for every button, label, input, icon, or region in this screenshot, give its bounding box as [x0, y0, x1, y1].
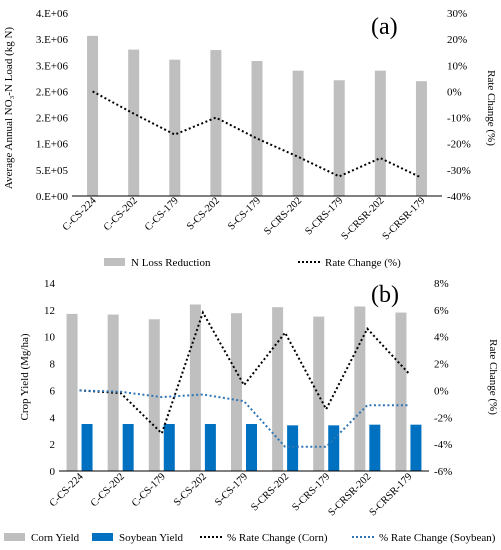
- legend-swatch: [4, 533, 25, 541]
- y-tick-label: 3.E+06: [36, 60, 69, 72]
- panel-label-a: (a): [371, 14, 398, 40]
- x-tick-label: S-CRS-202: [262, 195, 304, 237]
- x-tick-label: S-CRS-202: [249, 471, 291, 513]
- y2-tick-label: 0%: [434, 385, 449, 397]
- bar-n-loss-reduction: [292, 70, 304, 196]
- x-tick-label: S-CRSR-202: [339, 195, 386, 242]
- x-tick-label: S-CRS-179: [303, 195, 345, 237]
- legend-label: Soybean Yield: [119, 532, 184, 544]
- y2-tick-label: -4%: [434, 439, 452, 451]
- bar-corn-yield: [272, 307, 284, 471]
- y-tick-label: 0: [50, 466, 56, 478]
- y-tick-label: 4: [50, 412, 56, 424]
- bar-soybean-yield: [328, 425, 340, 471]
- chart-panel-a: (a) Average Annual NO₃-N Load (kg N) Rat…: [3, 8, 497, 269]
- x-tick-label: S-CRSR-179: [368, 471, 415, 518]
- x-tick-label: C-CS-202: [102, 195, 140, 233]
- y2-tick-label: 4%: [434, 332, 449, 344]
- bar-soybean-yield: [122, 424, 134, 471]
- legend-label: N Loss Reduction: [131, 257, 211, 269]
- chart-panel-b: (b) Crop Yield (Mg/ha) Rate Change (%) 0…: [4, 278, 499, 544]
- x-tick-label: C-CS-179: [143, 195, 181, 233]
- bar-n-loss-reduction: [128, 49, 140, 196]
- legend-label: % Rate Change (Corn): [227, 532, 328, 544]
- y2-tick-label: 8%: [434, 278, 449, 290]
- y-axis-label-left-a: Average Annual NO₃-N Load (kg N): [3, 27, 15, 190]
- y-axis-label-right-b: Rate Change (%): [487, 339, 499, 415]
- y-tick-label: 3.E+06: [36, 34, 69, 46]
- bar-soybean-yield: [287, 425, 299, 471]
- y2-tick-label: -10%: [447, 113, 471, 125]
- bar-soybean-yield: [163, 424, 175, 471]
- y-tick-label: 14: [44, 278, 56, 290]
- y2-tick-label: 10%: [447, 60, 467, 72]
- bar-soybean-yield: [81, 424, 93, 471]
- x-tick-label: S-CRSR-179: [381, 195, 428, 242]
- legend-label: % Rate Change (Soybean): [379, 532, 496, 544]
- y2-tick-label: -30%: [447, 165, 471, 177]
- bar-n-loss-reduction: [374, 70, 386, 196]
- bar-corn-yield: [107, 314, 119, 471]
- legend-label: Rate Change (%): [325, 257, 401, 269]
- y-tick-label: 2.E+06: [36, 113, 69, 125]
- x-tick-label: S-CS-179: [226, 195, 263, 232]
- bar-n-loss-reduction: [251, 61, 263, 196]
- y-tick-label: 10: [44, 332, 56, 344]
- x-tick-label: S-CS-179: [213, 471, 250, 508]
- line--rate-change-soybean-: [79, 389, 409, 448]
- bar-n-loss-reduction: [169, 59, 181, 196]
- y2-tick-label: -40%: [447, 191, 471, 203]
- y-tick-label: 6: [50, 385, 56, 397]
- y-tick-label: 1.E+06: [36, 139, 69, 151]
- y2-tick-label: -2%: [434, 412, 452, 424]
- legend-swatch: [104, 258, 125, 266]
- y-tick-label: 2: [50, 439, 56, 451]
- bar-corn-yield: [231, 313, 242, 471]
- x-tick-label: S-CRS-179: [290, 471, 332, 513]
- line--rate-change-corn-: [79, 310, 410, 436]
- y-axis-label-left-b: Crop Yield (Mg/ha): [19, 333, 31, 420]
- bar-soybean-yield: [204, 424, 216, 471]
- y2-tick-label: 2%: [434, 359, 449, 371]
- panel-label-b: (b): [371, 282, 399, 308]
- legend-label: Corn Yield: [31, 532, 80, 544]
- y-axis-label-right-a: Rate Change (%): [485, 70, 497, 146]
- bar-n-loss-reduction: [333, 80, 345, 196]
- bar-corn-yield: [189, 304, 201, 471]
- y2-tick-label: -6%: [434, 466, 452, 478]
- y-tick-label: 8: [50, 359, 56, 371]
- y2-tick-label: 20%: [447, 34, 467, 46]
- y2-tick-label: 6%: [434, 305, 449, 317]
- x-tick-label: S-CRSR-202: [326, 471, 373, 518]
- bar-soybean-yield: [369, 424, 381, 471]
- x-tick-label: S-CS-202: [185, 195, 222, 232]
- bar-soybean-yield: [410, 424, 422, 471]
- bar-n-loss-reduction: [87, 35, 99, 196]
- x-tick-label: C-CS-202: [89, 471, 127, 509]
- bar-corn-yield: [66, 313, 78, 471]
- legend-swatch: [92, 533, 113, 541]
- y-tick-label: 12: [44, 305, 55, 317]
- y-tick-label: 4.E+06: [36, 8, 69, 20]
- bar-corn-yield: [395, 312, 407, 471]
- x-tick-label: S-CS-202: [172, 471, 209, 508]
- y2-tick-label: 30%: [447, 8, 467, 20]
- y-tick-label: 5.E+05: [36, 165, 69, 177]
- bar-soybean-yield: [246, 424, 257, 471]
- y2-tick-label: 0%: [447, 86, 462, 98]
- bar-n-loss-reduction: [415, 81, 427, 196]
- y-tick-label: 0.E+00: [36, 191, 69, 203]
- bar-n-loss-reduction: [210, 50, 222, 197]
- bar-corn-yield: [354, 306, 366, 471]
- y2-tick-label: -20%: [447, 139, 471, 151]
- y-tick-label: 2.E+06: [36, 86, 69, 98]
- x-tick-label: C-CS-179: [130, 471, 168, 509]
- bar-corn-yield: [148, 319, 160, 471]
